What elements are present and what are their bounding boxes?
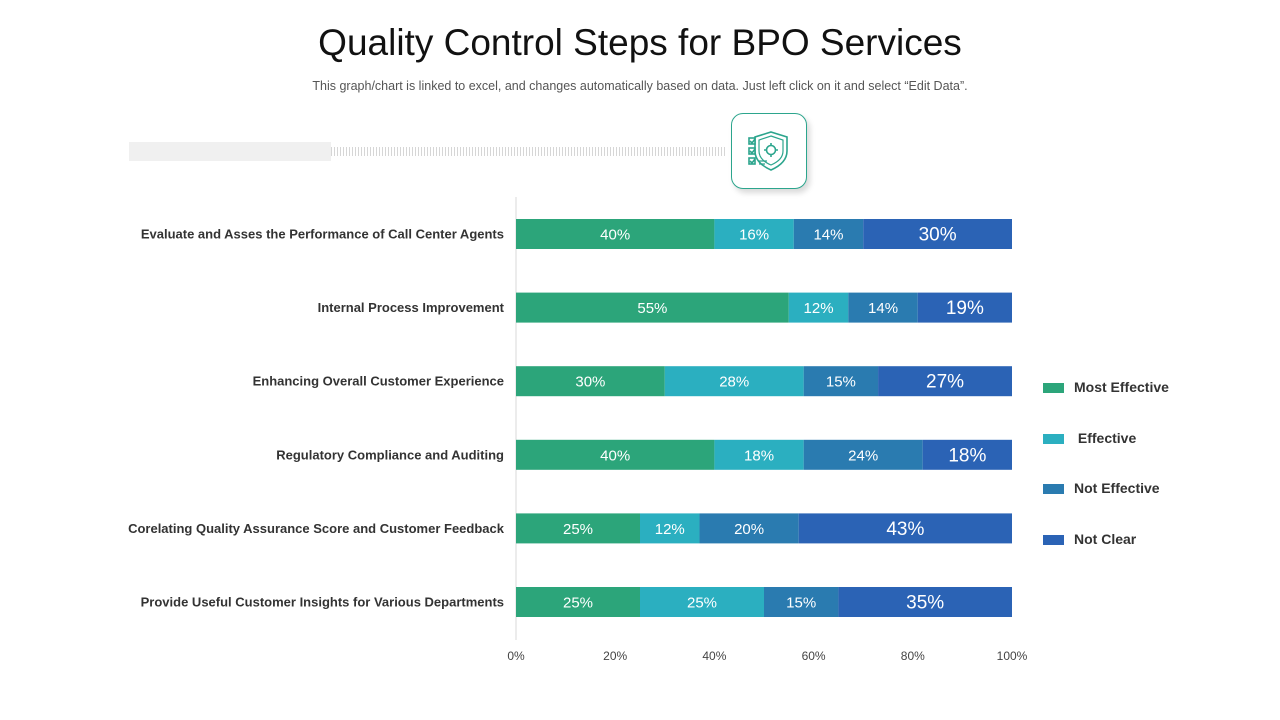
x-tick-label: 60%: [802, 649, 826, 663]
legend-swatch: [1043, 484, 1064, 494]
legend-swatch: [1043, 433, 1064, 444]
legend-swatch: [1043, 534, 1064, 545]
bar-segment: [917, 292, 1012, 323]
data-label: 55%: [637, 300, 667, 317]
bar-segment: [863, 219, 1012, 249]
legend-swatch: [1043, 383, 1064, 393]
data-label: 30%: [575, 374, 605, 391]
category-label: Internal Process Improvement: [318, 300, 505, 315]
bar-segment: [714, 439, 804, 470]
category-label: Provide Useful Customer Insights for Var…: [141, 595, 504, 610]
bar-segment: [788, 292, 849, 323]
bar-segment: [878, 366, 1012, 397]
x-tick-label: 40%: [702, 649, 726, 663]
data-label: 18%: [744, 447, 774, 464]
data-label: 24%: [848, 447, 878, 464]
data-label: 14%: [868, 300, 898, 317]
data-label: 43%: [886, 519, 924, 540]
page-subtitle: This graph/chart is linked to excel, and…: [312, 79, 968, 93]
data-label: 28%: [719, 374, 749, 391]
bar-segment: [516, 587, 640, 617]
data-label: 27%: [926, 372, 964, 393]
bar-segment: [798, 513, 1012, 544]
data-label: 25%: [563, 595, 593, 612]
decorative-bar: [129, 142, 331, 161]
bar-segment: [764, 587, 839, 617]
bar-segment: [516, 219, 715, 249]
data-label: 12%: [655, 521, 685, 538]
x-tick-label: 20%: [603, 649, 627, 663]
x-tick-label: 100%: [997, 649, 1028, 663]
category-label: Regulatory Compliance and Auditing: [276, 447, 504, 462]
data-label: 40%: [600, 447, 630, 464]
category-label: Corelating Quality Assurance Score and C…: [128, 521, 505, 536]
data-label: 25%: [563, 521, 593, 538]
bar-segment: [838, 587, 1012, 617]
data-label: 19%: [946, 298, 984, 319]
legend-label: Effective: [1074, 429, 1137, 446]
data-label: 30%: [919, 225, 957, 246]
bar-segment: [516, 513, 640, 544]
bar-segment: [699, 513, 799, 544]
bar-segment: [516, 292, 789, 323]
bar-segment: [516, 439, 715, 470]
page-title: Quality Control Steps for BPO Services: [318, 22, 962, 63]
legend-label: Not Clear: [1074, 530, 1137, 547]
category-label: Enhancing Overall Customer Experience: [253, 374, 504, 389]
bar-segment: [516, 366, 665, 397]
category-label: Evaluate and Asses the Performance of Ca…: [141, 227, 504, 242]
bar-segment: [640, 513, 700, 544]
bar-segment: [714, 219, 794, 249]
legend-label: Most Effective: [1074, 379, 1169, 395]
data-label: 16%: [739, 227, 769, 244]
data-label: 15%: [826, 374, 856, 391]
bar-segment: [640, 587, 764, 617]
bar-segment: [848, 292, 918, 323]
bar-segment: [803, 439, 923, 470]
bar-segment: [922, 439, 1012, 470]
data-label: 35%: [906, 593, 944, 614]
x-tick-label: 80%: [901, 649, 925, 663]
legend-label: Not Effective: [1074, 480, 1160, 496]
data-label: 40%: [600, 227, 630, 244]
data-label: 18%: [948, 445, 986, 466]
shield-checklist-icon: [748, 131, 788, 171]
data-label: 20%: [734, 521, 764, 538]
decorative-hatched-bar: [331, 147, 725, 156]
bar-segment: [803, 366, 879, 397]
data-label: 25%: [687, 595, 717, 612]
bar-segment: [664, 366, 804, 397]
data-label: 12%: [804, 300, 834, 317]
data-label: 14%: [813, 227, 843, 244]
data-label: 15%: [786, 595, 816, 612]
bar-segment: [793, 219, 864, 249]
icon-card: [731, 113, 807, 189]
x-tick-label: 0%: [507, 649, 525, 663]
